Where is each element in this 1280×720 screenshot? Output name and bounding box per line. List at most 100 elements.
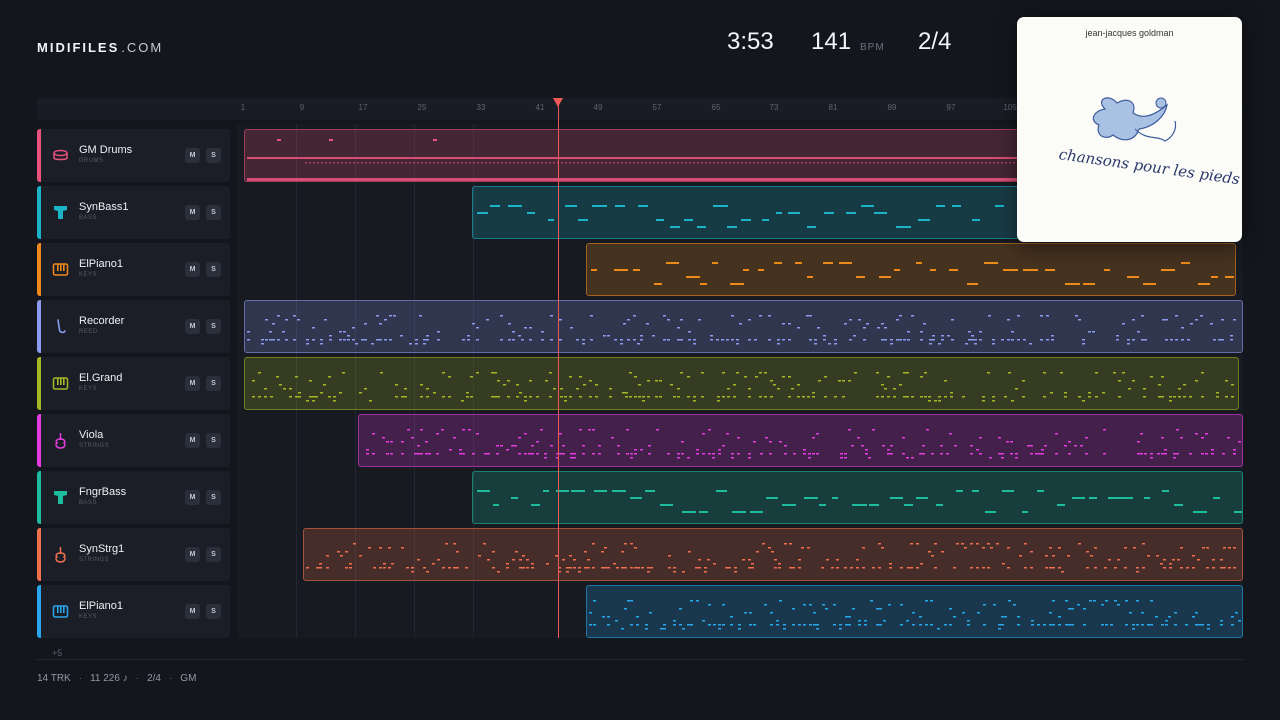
mute-button[interactable]: M xyxy=(185,205,200,220)
song-stats: 3:53 141 BPM 2/4 xyxy=(0,28,1280,60)
track-clip[interactable] xyxy=(358,414,1243,467)
mute-button[interactable]: M xyxy=(185,490,200,505)
tempo-unit: BPM xyxy=(860,42,885,53)
track-header[interactable]: El.Grand KEYS M S xyxy=(37,357,230,410)
solo-button[interactable]: S xyxy=(206,376,221,391)
track-color-stripe xyxy=(37,129,41,182)
clip-notes xyxy=(247,315,1236,345)
track-clip[interactable] xyxy=(244,129,1020,182)
ruler-label: 73 xyxy=(769,103,779,112)
track-clip[interactable] xyxy=(244,357,1239,410)
track-header[interactable]: ElPiano1 KEYS M S xyxy=(37,585,230,638)
more-tracks-link[interactable]: +5 xyxy=(52,648,63,658)
grid-line xyxy=(296,124,297,638)
mute-button[interactable]: M xyxy=(185,547,200,562)
ruler-label: 25 xyxy=(417,103,427,112)
track-color-stripe xyxy=(37,585,41,638)
clip-notes xyxy=(477,490,1242,513)
mute-button[interactable]: M xyxy=(185,433,200,448)
footer-separator: · xyxy=(135,673,140,684)
solo-button[interactable]: S xyxy=(206,604,221,619)
footer-note-count: 11 226 ♪ xyxy=(90,673,128,684)
bass-icon xyxy=(52,204,69,221)
brand-logo[interactable]: MIDIFILES .COM xyxy=(37,40,163,55)
track-category: REED xyxy=(79,329,98,335)
track-color-stripe xyxy=(37,414,41,467)
track-color-stripe xyxy=(37,528,41,581)
solo-button[interactable]: S xyxy=(206,490,221,505)
solo-button[interactable]: S xyxy=(206,205,221,220)
bar-ruler[interactable]: 191725334149576573818997105113121129137 xyxy=(37,98,1243,120)
footer-track-count: 14 TRK xyxy=(37,673,71,684)
track-color-stripe xyxy=(37,357,41,410)
track-name: ElPiano1 xyxy=(79,258,124,270)
playhead-handle[interactable] xyxy=(553,98,563,107)
track-clip[interactable] xyxy=(244,300,1243,353)
footer-time-signature: 2/4 xyxy=(147,673,161,684)
track-header[interactable]: Viola STRINGS M S xyxy=(37,414,230,467)
playhead[interactable] xyxy=(558,104,559,638)
track-clip[interactable] xyxy=(586,585,1243,638)
mute-button[interactable]: M xyxy=(185,148,200,163)
track-clip[interactable] xyxy=(303,528,1243,581)
grid-line xyxy=(473,124,474,638)
mute-button[interactable]: M xyxy=(185,376,200,391)
track-name: FngrBass xyxy=(79,486,127,498)
track-name: Recorder xyxy=(79,315,125,327)
violin-icon xyxy=(52,432,69,449)
tempo: 141 xyxy=(811,28,852,55)
piano-icon xyxy=(52,261,69,278)
grid-line xyxy=(355,124,356,638)
track-category: STRINGS xyxy=(79,443,110,449)
clip-notes xyxy=(366,429,1241,459)
time-signature: 2/4 xyxy=(918,28,952,55)
ruler-label: 49 xyxy=(593,103,603,112)
solo-button[interactable]: S xyxy=(206,433,221,448)
solo-button[interactable]: S xyxy=(206,148,221,163)
solo-button[interactable]: S xyxy=(206,547,221,562)
track-color-stripe xyxy=(37,471,41,524)
track-name: SynStrg1 xyxy=(79,543,125,555)
track-header[interactable]: SynStrg1 STRINGS M S xyxy=(37,528,230,581)
track-header[interactable]: SynBass1 BASS M S xyxy=(37,186,230,239)
track-category: KEYS xyxy=(79,614,98,620)
grid-line xyxy=(414,124,415,638)
ruler-label: 9 xyxy=(299,103,305,112)
clip-notes xyxy=(477,205,1004,228)
ruler-label: 17 xyxy=(358,103,368,112)
track-category: STRINGS xyxy=(79,557,110,563)
clip-notes xyxy=(252,372,1234,402)
solo-button[interactable]: S xyxy=(206,262,221,277)
track-category: BASS xyxy=(79,500,98,506)
clip-notes xyxy=(306,543,1236,573)
track-header[interactable]: ElPiano1 KEYS M S xyxy=(37,243,230,296)
album-artist: jean-jacques goldman xyxy=(1085,28,1174,38)
track-header[interactable]: GM Drums DRUMS M S xyxy=(37,129,230,182)
ruler-label: 81 xyxy=(828,103,838,112)
footer-summary: 14 TRK · 11 226 ♪ · 2/4 · GM xyxy=(37,673,196,684)
track-clip[interactable] xyxy=(586,243,1236,296)
violin-icon xyxy=(52,546,69,563)
track-color-stripe xyxy=(37,300,41,353)
mute-button[interactable]: M xyxy=(185,604,200,619)
track-name: El.Grand xyxy=(79,372,123,384)
track-header[interactable]: Recorder REED M S xyxy=(37,300,230,353)
ruler-label: 41 xyxy=(535,103,545,112)
track-category: BASS xyxy=(79,215,98,221)
ruler-label: 1 xyxy=(240,103,246,112)
piano-icon xyxy=(52,603,69,620)
mute-button[interactable]: M xyxy=(185,262,200,277)
track-name: ElPiano1 xyxy=(79,600,124,612)
ruler-label: 89 xyxy=(887,103,897,112)
track-clip[interactable] xyxy=(472,186,1020,239)
track-name: GM Drums xyxy=(79,144,133,156)
track-category: DRUMS xyxy=(79,158,104,164)
dancer-illustration xyxy=(1092,97,1177,142)
solo-button[interactable]: S xyxy=(206,319,221,334)
track-clip[interactable] xyxy=(472,471,1243,524)
clip-notes xyxy=(589,600,1241,630)
track-header[interactable]: FngrBass BASS M S xyxy=(37,471,230,524)
mute-button[interactable]: M xyxy=(185,319,200,334)
piano-icon xyxy=(52,375,69,392)
album-cover: jean-jacques goldman chansons pour les p… xyxy=(1017,17,1242,242)
